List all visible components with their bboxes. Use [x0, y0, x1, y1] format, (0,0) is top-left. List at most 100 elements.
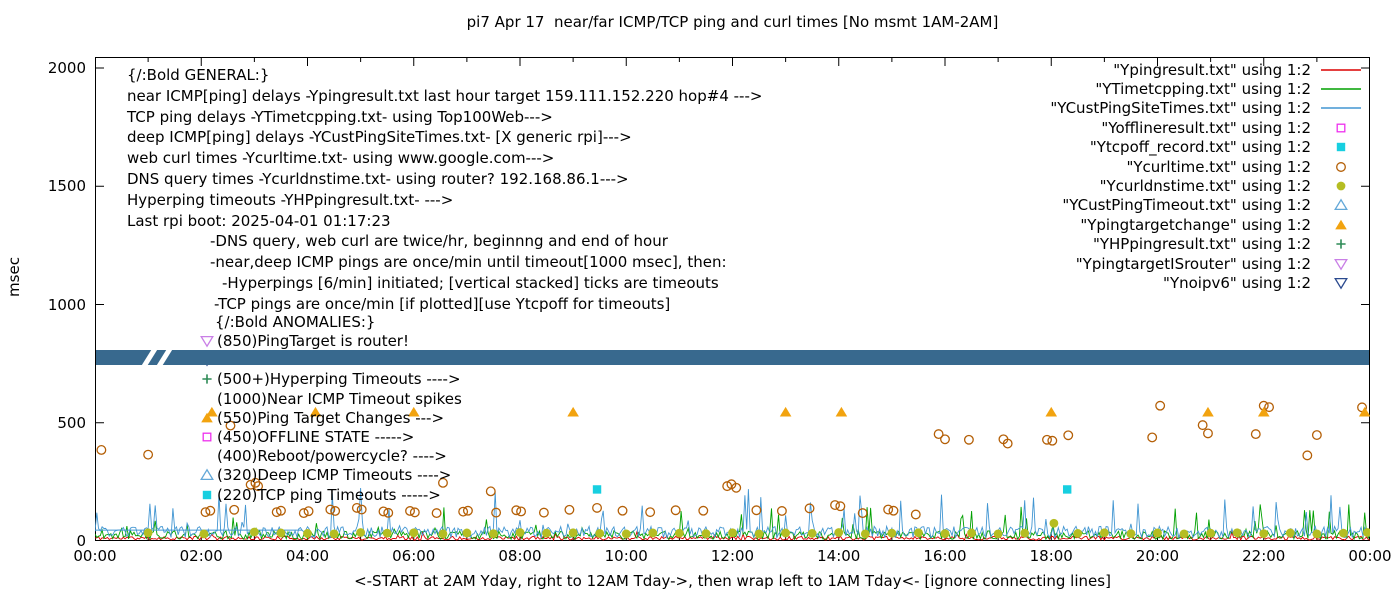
data-point-marker	[1126, 529, 1136, 539]
general-notes: {/:Bold GENERAL:} near ICMP[ping] delays …	[95, 57, 1370, 541]
general-note-line: -DNS query, web curl are twice/hr, begin…	[210, 232, 668, 251]
data-point-marker	[993, 529, 1003, 539]
data-point-marker	[409, 528, 419, 538]
data-point-marker	[202, 490, 212, 499]
anomaly-row: (400)Reboot/powercycle? ---->	[199, 447, 447, 465]
data-point-marker	[1334, 277, 1348, 290]
data-point-marker	[776, 506, 787, 516]
anomaly-row: (1000)Near ICMP Timeout spikes	[199, 390, 462, 408]
legend-sample	[1317, 100, 1365, 116]
data-point-marker	[670, 505, 681, 516]
data-point-marker	[1153, 528, 1162, 538]
anomaly-label: (220)TCP ping Timeouts ----->	[217, 485, 441, 504]
plus-icon	[1336, 239, 1346, 249]
data-point-marker	[458, 506, 469, 517]
data-point-marker	[674, 528, 684, 538]
x-tick-label: 10:00	[604, 547, 648, 565]
data-point-marker	[1339, 528, 1348, 538]
y-tick-label: 2000	[47, 59, 86, 77]
data-point-marker	[1073, 529, 1083, 538]
noipv6-band	[96, 343, 1369, 373]
x-tick-label: 20:00	[1135, 547, 1180, 565]
data-point-marker	[1155, 400, 1166, 411]
data-point-marker	[804, 503, 815, 514]
data-point-marker	[1047, 435, 1058, 446]
anomaly-label: (320)Deep ICMP Timeouts ---->	[217, 466, 452, 485]
data-point-marker	[728, 528, 737, 538]
general-note-line: {/:Bold GENERAL:}	[127, 66, 270, 84]
triangle-up-filled-icon	[201, 412, 213, 423]
data-point-marker	[621, 529, 631, 539]
data-point-marker	[1336, 161, 1346, 172]
legend-row: "YHPpingresult.txt" using 1:2	[1050, 235, 1365, 254]
legend-label: "Ycurltime.txt" using 1:2	[1126, 157, 1311, 176]
legend-label: "YCustPingTimeout.txt" using 1:2	[1062, 196, 1311, 215]
data-point-marker	[542, 528, 551, 538]
circle-filled-icon	[1336, 181, 1346, 191]
general-note-line: near ICMP[ping] delays -Ypingresult.txt …	[127, 86, 763, 105]
data-point-marker	[834, 528, 844, 537]
data-point-marker	[298, 508, 309, 519]
data-point-marker	[698, 505, 709, 516]
data-point-marker	[515, 528, 525, 537]
legend-label: "YHPpingresult.txt" using 1:2	[1092, 235, 1311, 254]
anomalies-notes: {/:Bold ANOMALIES:} (850)PingTarget is ro…	[95, 57, 1370, 541]
legend-label: "YTimetcpping.txt" using 1:2	[1095, 80, 1311, 99]
legend-row: "Ynoipv6" using 1:2	[1050, 273, 1365, 292]
triangle-up-filled-icon	[1335, 219, 1347, 230]
y-tick-label: 1000	[47, 295, 86, 314]
anomaly-row: (220)TCP ping Timeouts ----->	[199, 485, 441, 504]
data-point-marker	[1045, 406, 1058, 417]
data-point-marker	[1062, 485, 1072, 494]
x-tick-label: 00:00	[1348, 547, 1392, 565]
general-note-line: Last rpi boot: 2025-04-01 01:17:23	[127, 211, 391, 230]
data-point-marker	[1063, 430, 1074, 441]
anomaly-label: (550)Ping Target Changes --->	[217, 408, 445, 427]
marker-spacer	[199, 391, 215, 407]
data-point-marker	[595, 529, 605, 538]
legend-row: "YCustPingSiteTimes.txt" using 1:2	[1050, 99, 1365, 118]
data-point-marker	[382, 528, 392, 538]
legend-sample	[1317, 236, 1365, 252]
anomaly-row: (850)PingTarget is router!	[199, 332, 409, 350]
data-point-marker	[731, 482, 742, 493]
data-point-marker	[1336, 239, 1346, 249]
data-point-marker	[378, 506, 389, 517]
data-point-marker	[1336, 123, 1346, 133]
data-point-marker	[963, 434, 974, 445]
data-point-marker	[1335, 219, 1347, 230]
legend-sample	[1317, 217, 1365, 233]
line-sample-icon	[1321, 88, 1361, 90]
data-point-marker	[648, 528, 658, 538]
plot-canvas	[95, 57, 1370, 541]
legend-label: "YpingtargetISrouter" using 1:2	[1075, 254, 1311, 273]
legend-row: "YTimetcpping.txt" using 1:2	[1050, 79, 1365, 98]
legend-label: "Ypingresult.txt" using 1:2	[1113, 60, 1311, 79]
anomaly-row: (500+)Hyperping Timeouts ---->	[199, 370, 461, 388]
data-point-marker	[910, 509, 921, 520]
legend: "Ypingresult.txt" using 1:2 "YTimetcpping…	[1050, 60, 1365, 293]
general-note-line: -near,deep ICMP pings are once/min until…	[210, 253, 727, 272]
data-point-marker	[830, 500, 840, 511]
data-point-marker	[835, 501, 846, 512]
data-point-marker	[967, 528, 976, 538]
anomalies-header: {/:Bold ANOMALIES:}	[215, 313, 376, 331]
data-point-marker	[200, 507, 211, 518]
legend-sample	[1317, 275, 1365, 291]
square-open-icon	[1336, 123, 1346, 133]
data-point-marker	[538, 507, 549, 518]
data-point-marker	[303, 529, 312, 538]
data-point-marker	[567, 406, 579, 417]
data-point-marker	[143, 449, 154, 460]
legend-sample	[1317, 62, 1365, 78]
x-tick-label: 04:00	[285, 547, 330, 565]
data-point-marker	[351, 502, 362, 513]
data-point-marker	[883, 504, 894, 515]
x-axis-label: <-START at 2AM Yday, right to 12AM Tday-…	[354, 572, 1111, 590]
data-point-marker	[1002, 438, 1013, 449]
legend-row: "Yofflineresult.txt" using 1:2	[1050, 118, 1365, 137]
square-filled-icon	[202, 490, 212, 499]
legend-row: "Ycurltime.txt" using 1:2	[1050, 157, 1365, 176]
data-point-marker	[1264, 402, 1275, 413]
data-point-marker	[250, 477, 261, 488]
